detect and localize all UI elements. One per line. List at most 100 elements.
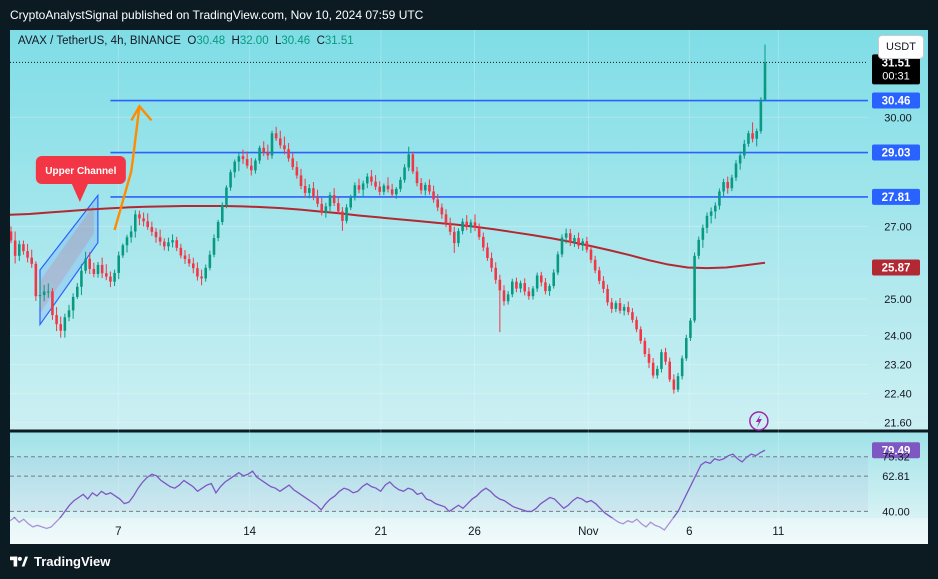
candle-body[interactable] <box>208 254 212 268</box>
candle-body[interactable] <box>519 283 522 289</box>
candle-body[interactable] <box>216 222 220 238</box>
candle-body[interactable] <box>171 240 174 243</box>
candle-body[interactable] <box>299 175 303 186</box>
candle-body[interactable] <box>461 221 464 232</box>
candle-body[interactable] <box>523 283 526 292</box>
candle-body[interactable] <box>76 286 79 297</box>
candle-body[interactable] <box>13 240 17 256</box>
candle-body[interactable] <box>424 184 427 191</box>
candle-body[interactable] <box>585 241 589 250</box>
candle-body[interactable] <box>30 257 33 264</box>
candle-body[interactable] <box>548 286 551 292</box>
candle-body[interactable] <box>287 149 290 159</box>
candle-body[interactable] <box>705 215 709 228</box>
candle-body[interactable] <box>237 156 241 162</box>
rsi-pane[interactable] <box>9 449 868 531</box>
candle-body[interactable] <box>175 240 178 248</box>
candle-body[interactable] <box>274 133 278 139</box>
candle-body[interactable] <box>444 214 448 223</box>
candle-body[interactable] <box>643 340 647 354</box>
candle-body[interactable] <box>428 184 431 192</box>
candle-body[interactable] <box>614 303 618 309</box>
candle-body[interactable] <box>515 281 518 289</box>
candle-body[interactable] <box>138 214 141 219</box>
candle-body[interactable] <box>676 376 680 390</box>
candle-body[interactable] <box>395 188 398 195</box>
candle-body[interactable] <box>84 258 87 271</box>
candle-body[interactable] <box>270 133 274 156</box>
candle-body[interactable] <box>556 254 560 273</box>
candle-body[interactable] <box>465 221 468 228</box>
candle-body[interactable] <box>80 270 83 287</box>
candle-body[interactable] <box>469 222 473 228</box>
candle-body[interactable] <box>743 143 746 156</box>
candle-body[interactable] <box>453 231 456 244</box>
ma-price-badge[interactable] <box>872 259 920 276</box>
candle-body[interactable] <box>606 288 609 303</box>
candle-body[interactable] <box>337 203 340 212</box>
candle-body[interactable] <box>212 238 216 255</box>
candle-body[interactable] <box>345 207 348 221</box>
candle-body[interactable] <box>473 222 477 228</box>
candle-body[interactable] <box>204 267 207 279</box>
candle-body[interactable] <box>527 291 531 297</box>
candle-body[interactable] <box>308 188 311 193</box>
candle-body[interactable] <box>718 191 721 206</box>
candle-body[interactable] <box>34 263 38 297</box>
candle-body[interactable] <box>183 255 187 260</box>
candle-body[interactable] <box>200 276 203 279</box>
candle-body[interactable] <box>262 147 265 153</box>
candle-body[interactable] <box>502 290 506 302</box>
candle-body[interactable] <box>117 255 120 273</box>
candle-body[interactable] <box>109 276 112 282</box>
candle-body[interactable] <box>316 196 319 204</box>
candle-body[interactable] <box>544 282 547 292</box>
candle-body[interactable] <box>714 205 717 212</box>
candle-body[interactable] <box>196 268 199 277</box>
time-axis[interactable]: 7 14 21 26 Nov 6 11 <box>10 518 928 544</box>
candle-body[interactable] <box>569 233 572 243</box>
candle-body[interactable] <box>283 145 286 150</box>
candle-body[interactable] <box>730 177 734 189</box>
candle-body[interactable] <box>689 320 692 338</box>
candle-body[interactable] <box>403 167 406 180</box>
candle-body[interactable] <box>602 280 605 289</box>
candle-body[interactable] <box>279 138 282 146</box>
candle-body[interactable] <box>560 237 564 255</box>
candle-body[interactable] <box>589 249 593 260</box>
candle-body[interactable] <box>631 312 634 320</box>
candle-body[interactable] <box>618 303 622 311</box>
candle-body[interactable] <box>635 319 638 330</box>
candle-body[interactable] <box>531 288 535 297</box>
candle-body[interactable] <box>303 186 307 193</box>
candle-body[interactable] <box>71 296 75 311</box>
candle-body[interactable] <box>726 182 729 189</box>
level-price-badge[interactable] <box>872 92 920 109</box>
candle-body[interactable] <box>163 241 166 247</box>
candle-body[interactable] <box>722 182 725 192</box>
candle-body[interactable] <box>142 218 145 222</box>
candle-body[interactable] <box>67 310 71 318</box>
candle-body[interactable] <box>229 172 232 188</box>
candle-body[interactable] <box>378 186 381 192</box>
candle-body[interactable] <box>291 158 294 168</box>
candle-body[interactable] <box>121 245 125 256</box>
price-chart[interactable]: Upper Channel 30.00 27.00 25.00 24.00 23.20 2… <box>9 30 928 544</box>
candle-body[interactable] <box>680 358 684 377</box>
currency-button[interactable]: USDT <box>878 35 924 59</box>
candle-body[interactable] <box>374 181 377 187</box>
candle-body[interactable] <box>134 214 137 232</box>
candle-body[interactable] <box>407 154 410 168</box>
candle-body[interactable] <box>332 195 336 204</box>
candle-body[interactable] <box>42 291 46 296</box>
candle-body[interactable] <box>341 211 344 221</box>
candle-body[interactable] <box>100 264 104 274</box>
candle-body[interactable] <box>88 258 91 269</box>
candle-body[interactable] <box>241 156 245 160</box>
candle-body[interactable] <box>668 361 671 380</box>
candle-body[interactable] <box>415 171 419 184</box>
last-price-badge[interactable] <box>872 54 920 85</box>
candle-body[interactable] <box>258 147 261 161</box>
candle-body[interactable] <box>419 183 423 191</box>
candle-body[interactable] <box>477 227 481 237</box>
